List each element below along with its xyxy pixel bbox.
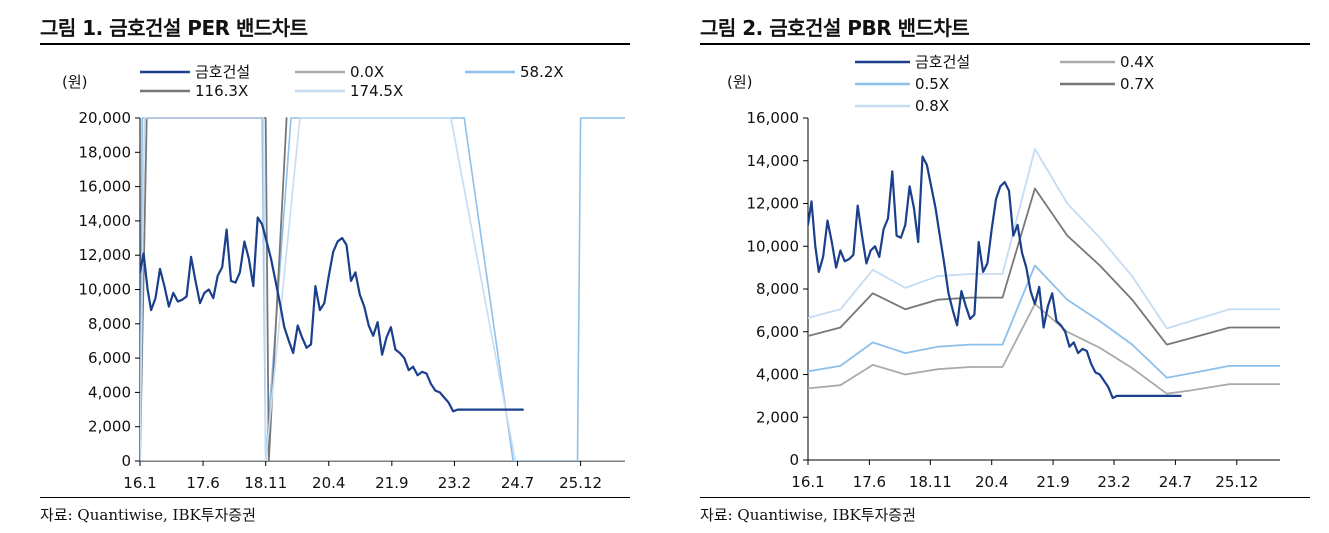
y-tick-label: 10,000: [79, 281, 132, 299]
y-tick-label: 2,000: [756, 408, 799, 426]
y-tick-label: 16,000: [747, 109, 800, 127]
y-tick-label: 14,000: [747, 152, 800, 170]
per-chart-panel: 그림 1. 금호건설 PER 밴드차트 (원) 0 2,000 4,000 6,000 8…: [40, 0, 630, 533]
series-line-0.7X: [808, 187, 1280, 346]
x-tick-label: 18.11: [909, 473, 952, 491]
series-line-0.4X: [808, 303, 1280, 395]
y-tick-label: 6,000: [88, 349, 131, 367]
y-tick-label: 14,000: [79, 212, 132, 230]
legend-label: 금호건설: [195, 63, 250, 81]
y-tick-label: 4,000: [756, 366, 799, 384]
series-line-0.5X: [808, 264, 1280, 379]
x-tick-label: 25.12: [1215, 473, 1258, 491]
title-rule: [40, 43, 630, 45]
source-note: 자료: Quantiwise, IBK투자증권: [40, 506, 256, 524]
y-tick-label: 4,000: [88, 383, 131, 401]
pbr-chart-panel: 그림 2. 금호건설 PBR 밴드차트 (원) 0 2,000 4,000 6,000 8…: [700, 0, 1310, 533]
per-band-chart: (원) 0 2,000 4,000 6,000 8,000 10,000 12,000 14,0…: [62, 63, 625, 492]
legend-label: 0.7X: [1120, 75, 1154, 93]
series-line-58.2X: [140, 117, 625, 461]
y-tick-label: 6,000: [756, 323, 799, 341]
chart-title: 그림 1. 금호건설 PER 밴드차트: [40, 16, 308, 40]
y-tick-label: 16,000: [79, 178, 132, 196]
x-tick-label: 23.2: [438, 474, 471, 492]
plot-area: [808, 148, 1280, 400]
source-note: 자료: Quantiwise, IBK투자증권: [700, 506, 916, 524]
x-tick-label: 20.4: [312, 474, 345, 492]
unit-label: (원): [62, 73, 88, 91]
y-tick-label: 20,000: [79, 109, 132, 127]
x-tick-label: 24.7: [1159, 473, 1192, 491]
y-tick-label: 0: [121, 452, 131, 470]
x-tick-label: 20.4: [975, 473, 1008, 491]
x-tick-label: 17.6: [186, 474, 219, 492]
legend-label: 0.8X: [915, 97, 949, 115]
plot-area: [140, 117, 625, 461]
legend-label: 금호건설: [915, 53, 970, 71]
x-tick-label: 17.6: [853, 473, 886, 491]
series-line-116.3X: [140, 117, 288, 461]
y-tick-label: 12,000: [79, 246, 132, 264]
legend-label: 58.2X: [520, 63, 564, 81]
series-line-금호건설: [808, 155, 1182, 400]
x-tick-label: 23.2: [1097, 473, 1130, 491]
unit-label: (원): [727, 73, 753, 91]
series-line-금호건설: [140, 216, 524, 413]
y-tick-label: 0: [789, 451, 799, 469]
y-tick-label: 2,000: [88, 418, 131, 436]
x-tick-label: 21.9: [1036, 473, 1069, 491]
x-tick-label: 21.9: [375, 474, 408, 492]
y-tick-label: 12,000: [747, 195, 800, 213]
title-rule: [700, 43, 1310, 45]
y-tick-label: 8,000: [756, 280, 799, 298]
footer-rule: [700, 497, 1310, 498]
x-tick-label: 25.12: [559, 474, 602, 492]
y-tick-label: 8,000: [88, 315, 131, 333]
legend-label: 0.0X: [350, 63, 384, 81]
y-tick-label: 10,000: [747, 237, 800, 255]
footer-rule: [40, 497, 630, 498]
x-tick-label: 16.1: [791, 473, 824, 491]
y-tick-label: 18,000: [79, 143, 132, 161]
legend-label: 0.5X: [915, 75, 949, 93]
pbr-band-chart: (원) 0 2,000 4,000 6,000 8,000 10,000 12,000 14,0…: [727, 53, 1280, 491]
legend-label: 174.5X: [350, 82, 403, 100]
legend-label: 116.3X: [195, 82, 248, 100]
x-tick-label: 16.1: [123, 474, 156, 492]
x-tick-label: 18.11: [244, 474, 287, 492]
chart-title: 그림 2. 금호건설 PBR 밴드차트: [700, 16, 970, 40]
series-line-0.8X: [808, 148, 1280, 330]
series-line-174.5X: [140, 117, 517, 461]
x-tick-label: 24.7: [501, 474, 534, 492]
legend-label: 0.4X: [1120, 53, 1154, 71]
